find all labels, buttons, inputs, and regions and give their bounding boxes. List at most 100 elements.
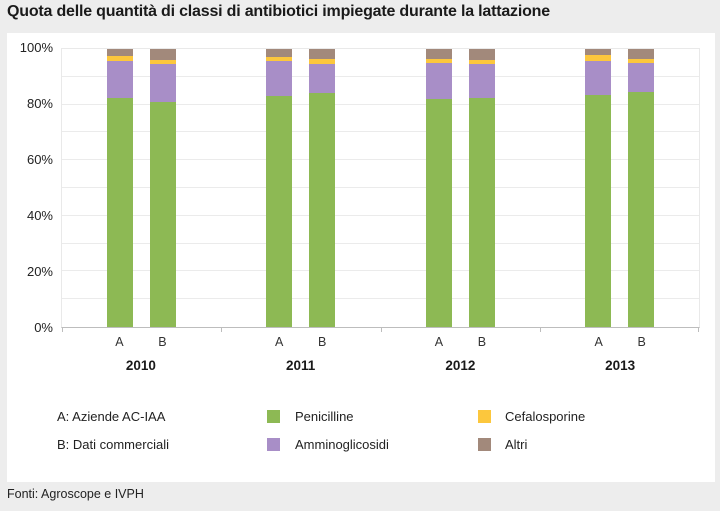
segment-cefalosporine-2010B: [150, 60, 177, 65]
segment-penicilline-2012A: [425, 99, 452, 327]
stacked-bar-2011-A: [266, 49, 293, 327]
segment-amminoglicosidi-2011B: [309, 64, 336, 94]
amminoglicosidi-swatch-icon: [267, 438, 280, 451]
y-tick-label-80: 80%: [26, 96, 53, 111]
legend-key-b: B: Dati commerciali: [57, 437, 169, 452]
segment-penicilline-2010A: [107, 97, 134, 327]
stacked-bar-2012-B: [468, 49, 495, 327]
segment-cefalosporine-2012B: [468, 60, 495, 65]
segment-altri-2013A: [584, 49, 611, 55]
bar-groups: [62, 49, 699, 327]
legend-label-penicilline: Penicilline: [295, 409, 354, 424]
segment-cefalosporine-2013B: [627, 58, 654, 63]
bar-label-2013-A: A: [594, 335, 603, 349]
gridline-60: [62, 159, 699, 161]
axis-tick: [698, 327, 699, 332]
stacked-bar-2012-A: [425, 49, 452, 327]
year-group-2013: [540, 49, 699, 327]
legend-key-a: A: Aziende AC-IAA: [57, 409, 166, 424]
y-axis: 0% 20% 40% 60% 80% 100%: [7, 41, 53, 335]
x-group-2011: A B 2011: [221, 335, 381, 373]
gridline-70: [62, 131, 699, 133]
gridline-50: [62, 187, 699, 188]
penicilline-swatch-icon: [267, 410, 280, 423]
segment-altri-2013B: [627, 49, 654, 59]
year-group-2010: [62, 49, 221, 327]
chart-title: Quota delle quantità di classi di antibi…: [7, 3, 550, 20]
segment-amminoglicosidi-2013A: [584, 61, 611, 95]
year-group-2012: [381, 49, 540, 327]
segment-penicilline-2012B: [468, 97, 495, 327]
bar-label-2013-B: B: [637, 335, 646, 349]
year-label-2013: 2013: [605, 358, 636, 373]
segment-cefalosporine-2011B: [309, 58, 336, 65]
axis-tick: [62, 327, 63, 332]
stacked-bar-2010-B: [150, 49, 177, 327]
x-group-2013: A B 2013: [540, 335, 700, 373]
cefalosporine-swatch-icon: [478, 410, 491, 423]
segment-cefalosporine-2012A: [425, 58, 452, 63]
plot-area: [61, 48, 700, 332]
gridline-10: [62, 298, 699, 300]
year-label-2012: 2012: [445, 358, 476, 373]
segment-cefalosporine-2011A: [266, 57, 293, 62]
legend-label-cefalosporine: Cefalosporine: [505, 409, 586, 424]
y-tick-label-100: 100%: [19, 40, 53, 55]
segment-altri-2011B: [309, 49, 336, 59]
segment-cefalosporine-2013A: [584, 54, 611, 62]
y-tick-label-20: 20%: [26, 264, 53, 279]
segment-penicilline-2011B: [309, 93, 336, 327]
y-tick-label-40: 40%: [26, 208, 53, 223]
gridline-20: [62, 270, 699, 272]
gridline-80: [62, 103, 699, 105]
x-group-2012: A B 2012: [381, 335, 541, 373]
segment-penicilline-2013B: [627, 92, 654, 327]
source-note: Fonti: Agroscope e IVPH: [7, 487, 144, 501]
gridline-30: [62, 242, 699, 244]
stacked-bar-2011-B: [309, 49, 336, 327]
segment-penicilline-2011A: [266, 96, 293, 327]
segment-amminoglicosidi-2010B: [150, 64, 177, 102]
bar-label-2011-B: B: [317, 335, 327, 349]
segment-cefalosporine-2010A: [107, 55, 134, 62]
axis-tick: [221, 327, 223, 332]
legend-label-altri: Altri: [505, 437, 528, 452]
year-group-2011: [221, 49, 380, 327]
segment-altri-2012B: [468, 49, 495, 61]
altri-swatch-icon: [478, 438, 491, 451]
x-axis: A B 2010 A B 2011 A B 2012 A B 2013: [61, 335, 700, 373]
y-tick-label-60: 60%: [26, 152, 53, 167]
x-group-2010: A B 2010: [61, 335, 221, 373]
legend-label-amminoglicosidi: Amminoglicosidi: [295, 437, 389, 452]
y-tick-label-0: 0%: [34, 320, 53, 335]
segment-penicilline-2010B: [150, 101, 177, 327]
segment-amminoglicosidi-2010A: [107, 61, 134, 98]
gridline-40: [62, 214, 699, 216]
bar-label-2012-B: B: [477, 335, 487, 349]
stacked-bar-2013-B: [627, 49, 654, 327]
segment-penicilline-2013A: [584, 94, 611, 327]
bar-label-2010-B: B: [158, 335, 167, 349]
gridline-90: [62, 75, 699, 77]
bar-label-2010-A: A: [115, 335, 124, 349]
segment-amminoglicosidi-2012B: [468, 64, 495, 98]
axis-tick: [539, 327, 541, 332]
year-label-2010: 2010: [125, 358, 156, 373]
segment-amminoglicosidi-2012A: [425, 62, 452, 99]
year-label-2011: 2011: [285, 358, 316, 373]
segment-amminoglicosidi-2011A: [266, 61, 293, 97]
stacked-bar-2013-A: [584, 49, 611, 327]
bar-label-2011-A: A: [274, 335, 284, 349]
axis-tick: [380, 327, 382, 332]
chart-panel: 0% 20% 40% 60% 80% 100% A B 2010 A B 2011 A B 2012 A B 2…: [7, 33, 715, 482]
segment-altri-2011A: [266, 49, 293, 58]
bar-label-2012-A: A: [434, 335, 444, 349]
segment-altri-2010A: [107, 49, 134, 56]
stacked-bar-2010-A: [107, 49, 134, 327]
segment-amminoglicosidi-2013B: [627, 62, 654, 93]
segment-altri-2010B: [150, 49, 177, 61]
